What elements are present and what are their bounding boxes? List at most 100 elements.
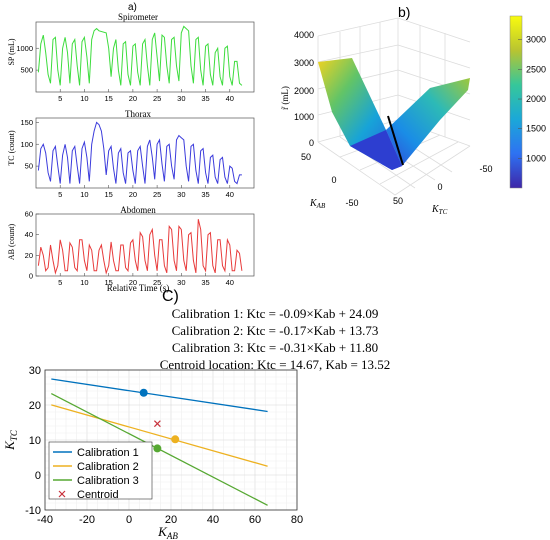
panel-a: Spirometer Thorax Abdomen 5 10 15 20 25 30 35 4… [7,12,255,293]
calibration-3-marker [153,444,162,453]
spirometer-ylabel: SP (mL) [7,38,16,65]
colorbar-tick-label: 2500 [526,64,546,74]
abdomen-xtick-label: 25 [153,278,161,287]
surface-x-tick-label: 50 [301,152,311,162]
abdomen-plot: 5 10 15 20 25 30 35 40 0 20 40 60 [25,210,255,287]
calibration-axes-box [44,369,298,511]
abdomen-ytick-label: 0 [29,272,33,281]
spirometer-line [37,25,243,86]
spirometer-ytick-label: 1000 [16,44,33,53]
colorbar-ticks: 1000 1500 2000 2500 3000 [518,35,546,163]
surface-xlabel: KAB [309,198,326,210]
spirometer-xtick-label: 15 [104,94,112,103]
abdomen-ytick-label: 40 [25,230,33,239]
surface-right-wing [386,78,470,166]
surface-x-tick-label: 0 [331,175,336,185]
spirometer-xtick-label: 35 [201,94,209,103]
panel-label-b: b) [398,4,411,20]
thorax-ytick-label: 150 [20,118,33,127]
spirometer-ytick-label: 500 [20,66,33,75]
thorax-xtick-label: 40 [226,190,234,199]
thorax-ytick-label: 50 [25,162,33,171]
calibration-ytick-label: -10 [25,505,41,517]
abdomen-xtick-label: 10 [80,278,88,287]
thorax-xtick-label: 15 [104,190,112,199]
thorax-xtick-label: 30 [177,190,185,199]
calibration-xtick-label: -20 [79,514,95,526]
abdomen-xtick-label: 15 [104,278,112,287]
abdomen-ytick-label: 20 [25,251,33,260]
spirometer-xtick-label: 10 [80,94,88,103]
surface-z-tick-label: 4000 [294,30,314,40]
calibration-ytick-label: 10 [29,435,41,447]
surface-min-line [387,115,404,166]
calibration-xtick-label: 0 [126,514,132,526]
surface-y-tick-label: 0 [437,182,442,192]
spirometer-xtick-label: 40 [226,94,234,103]
surface-y-tick-label: -50 [479,164,492,174]
abdomen-xtick-label: 20 [129,278,137,287]
legend-label: Centroid [77,489,119,501]
spirometer-xtick-label: 30 [177,94,185,103]
colorbar-tick-label: 2000 [526,94,546,104]
abdomen-xtick-label: 40 [226,278,234,287]
surface-y-ticks: 50 0 -50 [393,164,493,206]
abdomen-xtick-label: 35 [201,278,209,287]
calibration-ylabel: KTC [2,429,19,451]
centroid-location-equation: Centroid location: Ktc = 14.67, Kab = 13… [159,357,391,372]
calibration-1-marker [139,388,148,397]
calibration-xtick-label: 40 [207,514,219,526]
calibration-2-equation: Calibration 2: Ktc = -0.17×Kab + 13.73 [171,323,379,338]
thorax-plot: 5 10 15 20 25 30 35 40 50 100 150 [20,117,255,199]
calibration-xtick-label: -40 [37,514,53,526]
spirometer-axes-box [35,21,255,93]
panel-label-a: a) [128,2,137,13]
surface-ylabel: KTC [431,204,448,216]
calibration-xtick-label: 60 [249,514,261,526]
abdomen-line [37,219,243,275]
calibration-legend: Calibration 1 Calibration 2 Calibration 3 C… [48,441,153,501]
calibration-ytick-label: 20 [29,400,41,412]
calibration-2-line [51,404,268,467]
thorax-ylabel: TC (count) [7,130,16,166]
thorax-xtick-label: 10 [80,190,88,199]
calibration-ytick-label: 0 [35,470,41,482]
colorbar-tick-label: 1500 [526,124,546,134]
thorax-xtick-label: 5 [58,190,62,199]
surface-z-tick-label: 2000 [294,86,314,96]
abdomen-axes-box [35,213,255,277]
spirometer-xtick-label: 5 [58,94,62,103]
surface-trough [350,130,402,170]
abdomen-xtick-label: 5 [58,278,62,287]
thorax-xtick-label: 25 [153,190,161,199]
abdomen-xtick-label: 30 [177,278,185,287]
calibration-1-equation: Calibration 1: Ktc = -0.09×Kab + 24.09 [171,306,379,321]
spirometer-title: Spirometer [118,12,158,22]
thorax-line [37,121,242,185]
surface-x-ticks: 50 0 -50 [301,152,359,208]
legend-label: Calibration 1 [77,447,139,459]
abdomen-title: Abdomen [120,205,156,215]
calibration-ytick-label: 30 [29,365,41,377]
legend-label: Calibration 3 [77,475,139,487]
calibration-2-marker [171,435,180,444]
surface-z-ticks: 0 1000 2000 3000 4000 [294,30,314,148]
abdomen-xlabel: Relative Time (s) [107,283,170,293]
thorax-ytick-label: 100 [20,140,33,149]
surface-z-tick-label: 3000 [294,58,314,68]
calibration-xlabel: KAB [157,524,178,540]
centroid-marker [153,420,161,428]
spirometer-xtick-label: 25 [153,94,161,103]
colorbar-tick-label: 1000 [526,153,546,163]
thorax-xtick-label: 20 [129,190,137,199]
surface-z-tick-label: 1000 [294,112,314,122]
surface-y-tick-label: 50 [393,196,403,206]
panel-label-c: C) [162,288,179,305]
legend-swatch [58,490,66,498]
surface-zlabel: r̃ (mL) [280,86,290,110]
abdomen-ylabel: AB (count) [7,224,16,261]
